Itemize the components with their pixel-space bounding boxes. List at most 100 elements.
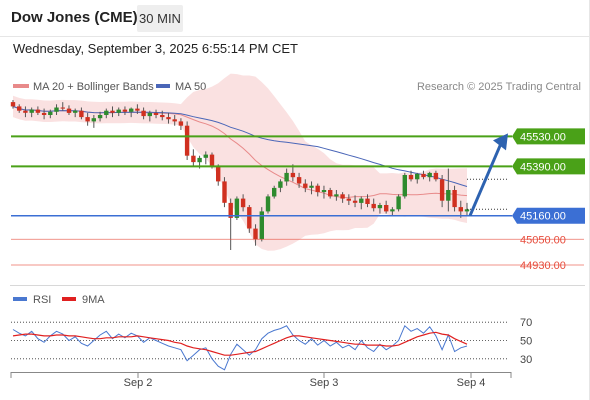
resistance-level-tag (512, 158, 585, 175)
candle (203, 151, 208, 165)
candle-body (85, 117, 90, 122)
candle (60, 102, 65, 111)
projection-arrow-head (493, 133, 508, 151)
instrument-title: Dow Jones (CME) (11, 9, 138, 26)
rsi-ma-legend-swatch (62, 297, 76, 301)
candle (48, 109, 53, 119)
candle-body (234, 198, 240, 218)
candle-body (247, 207, 252, 229)
candle (116, 107, 121, 117)
candle (41, 108, 47, 120)
candle (85, 112, 90, 126)
candle-body (17, 106, 22, 111)
candle-body (365, 198, 370, 204)
candle (97, 111, 103, 122)
candle-body (315, 185, 320, 193)
candle-body (452, 190, 457, 208)
candle-body (371, 203, 376, 209)
candle-body (334, 194, 339, 197)
candle (54, 104, 59, 115)
candle-body (265, 196, 271, 212)
x-tick-label: Sep 4 (457, 377, 486, 389)
candle-body (91, 118, 96, 122)
ma50-legend-label: MA 50 (175, 81, 206, 93)
candle-body (439, 179, 445, 201)
candle (415, 172, 420, 184)
candle-body (35, 109, 41, 113)
candle-body (321, 190, 327, 193)
rsi-legend-label: RSI (33, 294, 51, 306)
candle-body (153, 112, 159, 115)
candle-body (191, 155, 196, 163)
candle (247, 205, 252, 233)
resistance-level-tag (512, 128, 585, 145)
candle-body (104, 110, 109, 115)
candle (346, 194, 351, 205)
candle-body (110, 110, 115, 113)
candle (147, 110, 152, 122)
candle-body (328, 190, 333, 197)
rsi-ma-legend-label: 9MA (82, 294, 105, 306)
candle (265, 194, 271, 214)
candle-body (60, 107, 65, 109)
rsi-tick-label: 50 (520, 336, 532, 348)
bollinger-band (13, 73, 467, 251)
support-level-tag (512, 207, 585, 224)
candle-body (222, 181, 227, 203)
candle-body (396, 196, 401, 210)
timeframe-button[interactable]: 30 MIN (137, 5, 183, 32)
candle-body (346, 198, 351, 201)
candle (160, 110, 165, 121)
candle-body (446, 190, 451, 201)
candle (439, 175, 445, 208)
ma20-legend-label: MA 20 + Bollinger Bands (33, 81, 154, 93)
candle-body (384, 205, 389, 212)
x-tick-label: Sep 2 (124, 377, 153, 389)
candle (129, 107, 134, 118)
candle-body (278, 181, 283, 188)
candle (228, 198, 233, 250)
price-panel: 45530.00 45390.00 45160.00 45050.00 44930.00 (10, 73, 585, 272)
candle-body (160, 115, 165, 118)
candle-body (23, 110, 28, 113)
candle-body (203, 154, 208, 158)
candle (446, 168, 451, 212)
rsi-legend-swatch (13, 297, 27, 301)
candle-body (427, 172, 432, 178)
candle (79, 107, 84, 120)
candle-body (122, 109, 128, 112)
candle-body (172, 119, 177, 122)
x-axis: Sep 2 Sep 3 Sep 4 (10, 372, 512, 389)
candle (371, 198, 376, 212)
candle (296, 172, 302, 188)
rsi-panel: 70 50 30 (11, 317, 532, 371)
candle (216, 164, 221, 186)
rsi-tick-label: 30 (520, 354, 532, 366)
candle (66, 105, 72, 115)
projection-arrow-shaft (468, 142, 503, 217)
candle (321, 185, 327, 199)
candle (408, 170, 414, 182)
candle-body (48, 111, 53, 115)
candle-body (41, 112, 47, 115)
candle (17, 104, 22, 113)
x-tick-label: Sep 3 (310, 377, 339, 389)
candle (365, 194, 370, 208)
candle (384, 200, 389, 214)
ma20-legend-swatch (13, 84, 29, 88)
candle-body (415, 173, 420, 180)
candle (178, 118, 184, 130)
candle-body (10, 102, 16, 107)
candle-body (352, 200, 358, 203)
candle-body (303, 183, 308, 188)
candle (222, 177, 227, 208)
candle-body (433, 172, 439, 180)
rsi-tick-label: 70 (520, 317, 532, 329)
candle-body (402, 175, 407, 197)
candle (334, 190, 339, 201)
candle (340, 192, 345, 203)
candle (259, 207, 264, 242)
candle (421, 170, 426, 180)
candle (153, 109, 159, 119)
